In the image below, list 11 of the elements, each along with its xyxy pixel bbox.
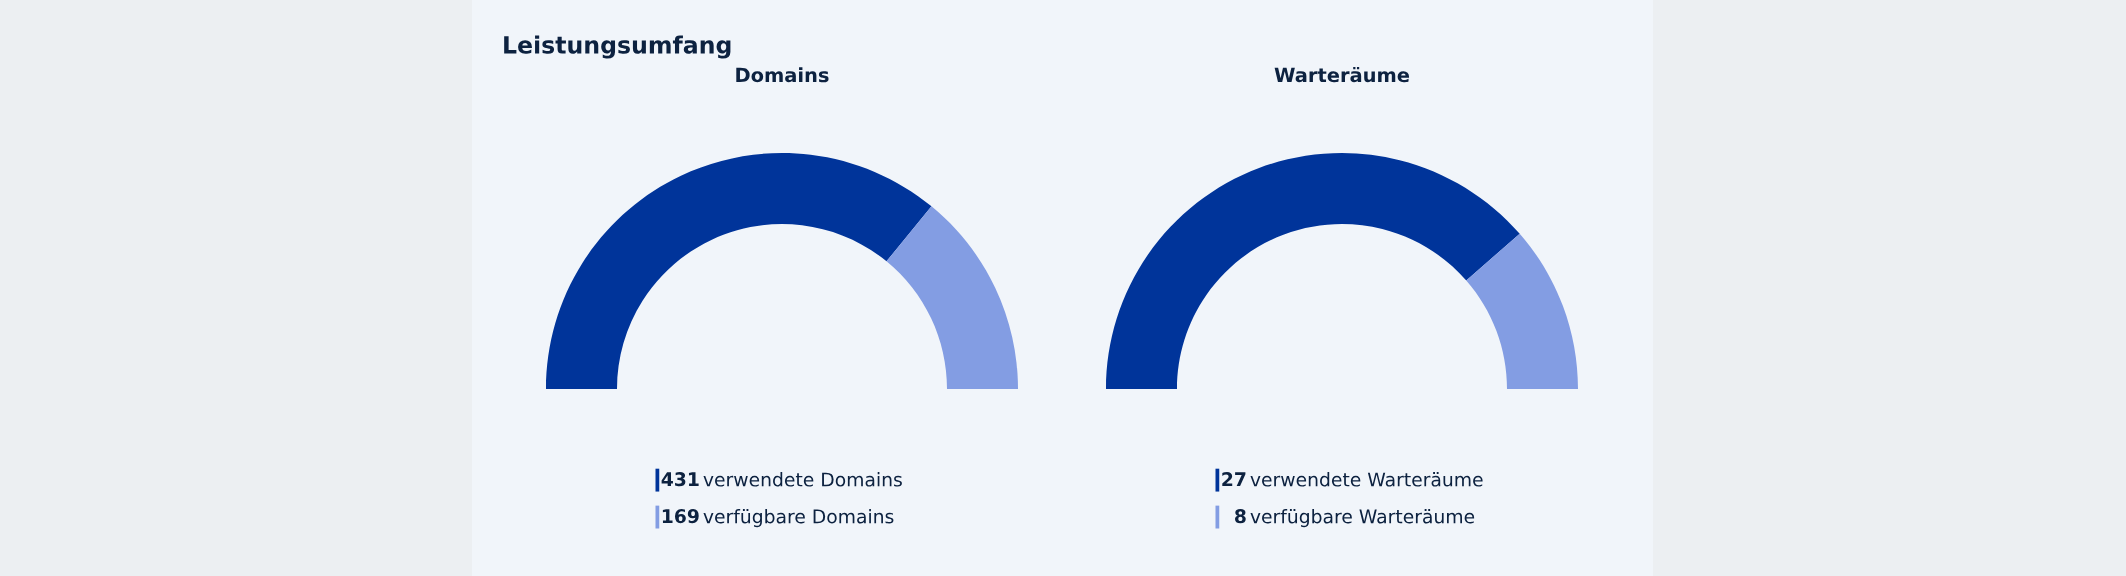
- text: Leistungsumfang: [504, 35, 731, 59]
- data-label: 8: [1235, 509, 1246, 524]
- chart-title: Warteräume: [1274, 66, 1410, 83]
- data-label: 431: [661, 472, 699, 487]
- data-label: 27: [1222, 472, 1246, 486]
- chart-title: Domains: [736, 67, 829, 83]
- legend-label: verwendete Domains: [703, 472, 902, 487]
- legend-label: verfügbare Domains: [703, 509, 894, 528]
- legend-label: verwendete Warteräume: [1250, 472, 1483, 487]
- legend-label: verfügbare Warteräume: [1250, 509, 1475, 528]
- data-label: 169: [662, 509, 699, 524]
